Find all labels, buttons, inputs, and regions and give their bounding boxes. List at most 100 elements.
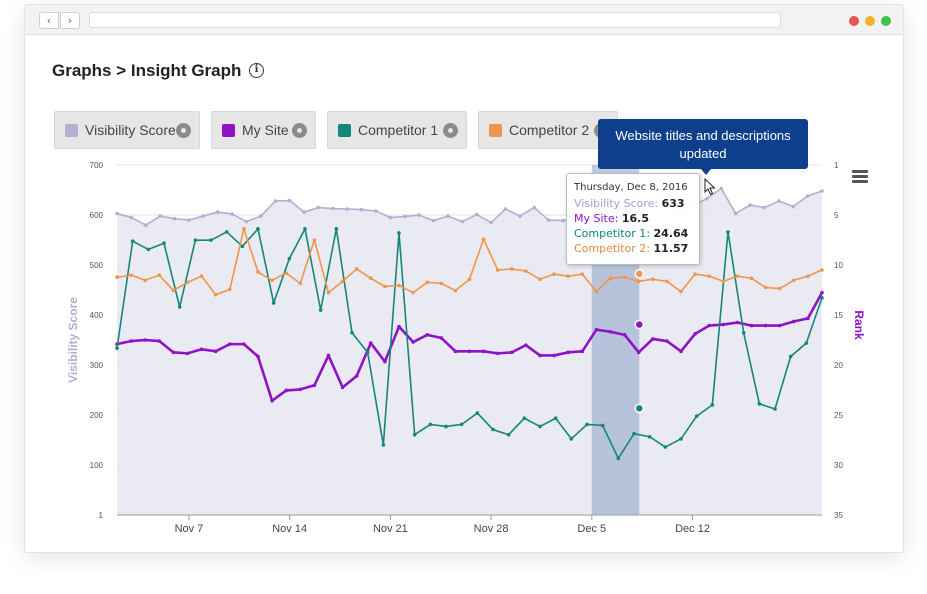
competitor-2-point <box>157 273 162 277</box>
my-site-point <box>777 323 782 328</box>
visibility-score-point <box>287 198 292 203</box>
my-site-point <box>651 337 655 341</box>
x-tick-label: Nov 14 <box>272 523 307 535</box>
visibility-score-point <box>748 203 752 207</box>
my-site-point <box>129 339 133 343</box>
legend-item-my-site[interactable]: My Site <box>211 111 316 149</box>
competitor-2-point <box>171 288 176 293</box>
forward-button[interactable]: › <box>60 12 80 29</box>
competitor-1-point <box>412 432 417 437</box>
right-tick-label: 20 <box>834 361 843 370</box>
visibility-score-point <box>820 189 824 193</box>
competitor-1-point <box>726 230 730 234</box>
my-site-point <box>213 349 218 354</box>
tooltip-row: My Site: 16.5 <box>574 212 649 225</box>
visibility-score-point <box>244 219 249 224</box>
competitor-1-point <box>647 434 652 439</box>
left-tick-label: 400 <box>90 311 104 320</box>
right-tick-label: 15 <box>834 311 843 320</box>
visibility-score-point <box>388 215 393 220</box>
left-tick-label: 200 <box>90 411 104 420</box>
competitor-2-point <box>143 278 147 283</box>
competitor-1-point <box>318 308 323 312</box>
right-tick-label: 5 <box>834 211 839 220</box>
legend-swatch <box>338 123 351 137</box>
my-site-point <box>806 316 810 321</box>
competitor-1-point <box>632 431 636 436</box>
tooltip-label: Visibility Score <box>574 197 655 210</box>
competitor-2-point <box>326 290 331 295</box>
x-tick-label: Nov 28 <box>474 523 509 535</box>
legend-item-competitor-1[interactable]: Competitor 1 <box>327 111 467 149</box>
my-site-point <box>256 354 260 359</box>
visibility-score-point <box>359 207 364 212</box>
competitor-2-point <box>566 274 570 278</box>
competitor-1-point <box>350 330 354 335</box>
competitor-2-point <box>806 274 810 278</box>
competitor-2-point <box>115 275 119 280</box>
visibility-score-point <box>431 218 436 223</box>
x-tick-label: Dec 12 <box>675 523 710 535</box>
competitor-2-point <box>538 277 542 282</box>
visibility-score-point <box>518 214 522 218</box>
gear-icon[interactable] <box>292 123 307 138</box>
competitor-1-point <box>773 407 777 411</box>
competitor-2-point <box>228 287 232 292</box>
visibility-score-point <box>805 194 810 198</box>
my-site-point <box>157 339 162 343</box>
address-bar[interactable] <box>89 12 781 28</box>
gear-icon[interactable] <box>176 123 191 138</box>
my-site-point <box>792 319 796 324</box>
competitor-2-point <box>256 270 260 274</box>
my-site-point <box>580 349 585 354</box>
competitor-2-point <box>721 279 726 284</box>
y2-axis-title: Rank <box>852 310 866 340</box>
competitor-2-point <box>679 289 683 294</box>
left-tick-label: 100 <box>90 461 104 470</box>
competitor-1-point <box>365 350 370 355</box>
competitor-2-point <box>481 237 486 241</box>
y-axis-title: Visibility Score <box>66 297 80 383</box>
competitor-2-point <box>510 267 514 271</box>
competitor-2-point <box>129 273 133 277</box>
minimize-window-icon[interactable] <box>865 16 875 26</box>
competitor-1-point <box>788 354 793 359</box>
gear-icon[interactable] <box>443 123 458 138</box>
back-button[interactable]: ‹ <box>39 12 59 29</box>
left-tick-label: 1 <box>99 511 104 520</box>
my-site-point <box>228 342 232 346</box>
competitor-2-point <box>552 272 556 276</box>
competitor-1-point <box>569 437 574 441</box>
legend-item-visibility-score[interactable]: Visibility Score <box>54 111 200 149</box>
my-site-point <box>749 323 754 328</box>
right-tick-label: 30 <box>834 461 843 470</box>
hover-marker-competitor-2 <box>634 269 645 279</box>
my-site-point <box>636 350 641 355</box>
my-site-point <box>467 349 472 354</box>
legend-swatch <box>65 123 78 137</box>
competitor-1-point <box>381 443 386 447</box>
competitor-1-point <box>303 227 307 231</box>
my-site-point <box>298 387 303 392</box>
competitor-2-point <box>439 281 444 286</box>
annotation-flag: Website titles and descriptions updated <box>598 119 808 169</box>
close-window-icon[interactable] <box>849 16 859 26</box>
competitor-1-point <box>240 244 245 249</box>
competitor-1-point <box>553 416 558 421</box>
visibility-score-point <box>215 210 220 214</box>
my-site-point <box>566 350 570 355</box>
competitor-1-point <box>491 427 495 432</box>
tooltip-value: 16.5 <box>621 212 649 225</box>
competitor-2-point <box>763 285 768 290</box>
visibility-score-point <box>503 207 508 211</box>
visibility-score-point <box>129 215 134 220</box>
info-icon[interactable]: i <box>249 63 264 78</box>
visibility-score-point <box>345 207 350 211</box>
visibility-score-point <box>561 218 565 223</box>
hamburger-menu-icon[interactable] <box>852 170 868 183</box>
left-tick-label: 600 <box>90 211 104 220</box>
left-tick-label: 700 <box>90 161 104 170</box>
my-site-point <box>143 338 147 342</box>
competitor-1-point <box>820 295 824 300</box>
maximize-window-icon[interactable] <box>881 16 891 26</box>
